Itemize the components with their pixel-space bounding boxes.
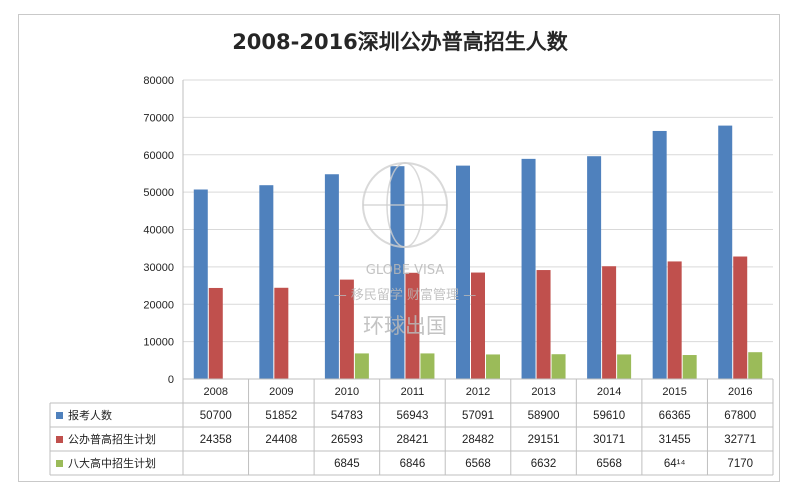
data-label: 56943 <box>396 410 428 422</box>
y-axis-ticks: 0 10000 20000 30000 40000 50000 60000 70000 8000… <box>143 75 174 386</box>
bar-公办普高招生计划-2016 <box>733 256 748 379</box>
bar-八大高中招生计划-2012 <box>486 354 500 379</box>
bar-公办普高招生计划-2014 <box>602 266 617 379</box>
bar-报考人数-2009 <box>259 185 274 379</box>
bar-八大高中招生计划-2015 <box>682 355 697 379</box>
bar-报考人数-2010 <box>324 174 339 379</box>
bar-八大高中招生计划-2016 <box>748 352 763 379</box>
y-tick-label: 80000 <box>143 75 174 87</box>
x-tick-label: 2012 <box>466 386 490 398</box>
data-label: 31455 <box>659 434 691 446</box>
watermark-line3: 环球出国 <box>363 314 447 338</box>
bars <box>193 125 763 379</box>
bar-公办普高招生计划-2011 <box>405 272 420 379</box>
data-label: 6632 <box>531 458 557 470</box>
data-label: 59610 <box>593 410 625 422</box>
x-tick-label: 2010 <box>335 386 359 398</box>
x-tick-label: 2016 <box>728 386 752 398</box>
bar-八大高中招生计划-2010 <box>354 353 369 379</box>
data-table: 2008 2009 2010 2011 2012 2013 2014 2015 2016 报考人数… <box>49 378 774 476</box>
bar-报考人数-2015 <box>652 130 667 379</box>
y-tick-label: 50000 <box>143 187 174 199</box>
data-label: 64¹⁴ <box>664 458 686 470</box>
bar-公办普高招生计划-2013 <box>536 270 551 379</box>
y-tick-label: 10000 <box>143 337 174 349</box>
data-label: 24358 <box>200 434 232 446</box>
bar-公办普高招生计划-2008 <box>208 287 223 379</box>
data-label: 54783 <box>331 410 363 422</box>
data-label: 32771 <box>724 434 756 446</box>
bar-报考人数-2013 <box>521 158 536 379</box>
data-label: 6568 <box>465 458 491 470</box>
data-label: 6846 <box>400 458 426 470</box>
chart-title: 2008-2016深圳公办普高招生人数 <box>232 30 568 54</box>
bar-八大高中招生计划-2014 <box>617 354 632 379</box>
y-tick-label: 20000 <box>143 299 174 311</box>
data-label: 67800 <box>724 410 756 422</box>
x-tick-label: 2014 <box>597 386 621 398</box>
bar-报考人数-2008 <box>193 189 208 379</box>
bar-报考人数-2012 <box>456 165 470 379</box>
data-label: 50700 <box>200 410 232 422</box>
data-label: 28421 <box>396 434 428 446</box>
legend-label: 公办普高招生计划 <box>68 432 156 446</box>
bar-报考人数-2016 <box>718 125 733 379</box>
legend-swatch-1 <box>56 436 63 443</box>
bar-八大高中招生计划-2013 <box>551 354 566 379</box>
data-label: 26593 <box>331 434 363 446</box>
bar-报考人数-2011 <box>390 166 405 379</box>
legend-swatch-0 <box>56 412 63 419</box>
x-tick-label: 2013 <box>531 386 555 398</box>
x-tick-label: 2011 <box>401 386 425 398</box>
x-tick-label: 2015 <box>662 386 686 398</box>
legend-label: 报考人数 <box>68 408 112 422</box>
data-label: 24408 <box>265 434 297 446</box>
bar-报考人数-2014 <box>587 156 602 379</box>
y-tick-label: 0 <box>168 374 174 386</box>
watermark-line2: — 移民留学 财富管理 — <box>334 287 476 303</box>
legend-swatch-2 <box>56 460 63 467</box>
bar-八大高中招生计划-2011 <box>420 353 435 379</box>
bar-公办普高招生计划-2009 <box>274 287 289 379</box>
legend-label: 八大高中招生计划 <box>68 456 156 470</box>
bar-公办普高招生计划-2012 <box>471 272 485 379</box>
y-tick-label: 30000 <box>143 262 174 274</box>
data-label: 6568 <box>596 458 622 470</box>
bar-公办普高招生计划-2010 <box>339 279 354 379</box>
x-tick-label: 2008 <box>204 386 228 398</box>
data-label: 28482 <box>462 434 494 446</box>
y-tick-label: 60000 <box>143 150 174 162</box>
watermark: GLOBE VISA — 移民留学 财富管理 — 环球出国 <box>334 162 476 338</box>
x-tick-label: 2009 <box>269 386 293 398</box>
data-label: 6845 <box>334 458 360 470</box>
watermark-line1: GLOBE VISA <box>366 263 445 278</box>
data-label: 57091 <box>462 410 494 422</box>
data-label: 58900 <box>528 410 560 422</box>
data-label: 30171 <box>593 434 625 446</box>
data-label: 29151 <box>528 434 560 446</box>
data-label: 7170 <box>727 458 753 470</box>
bar-公办普高招生计划-2015 <box>667 261 682 379</box>
data-label: 66365 <box>659 410 691 422</box>
data-label: 51852 <box>265 410 297 422</box>
y-tick-label: 40000 <box>143 225 174 237</box>
y-tick-label: 70000 <box>143 112 174 124</box>
